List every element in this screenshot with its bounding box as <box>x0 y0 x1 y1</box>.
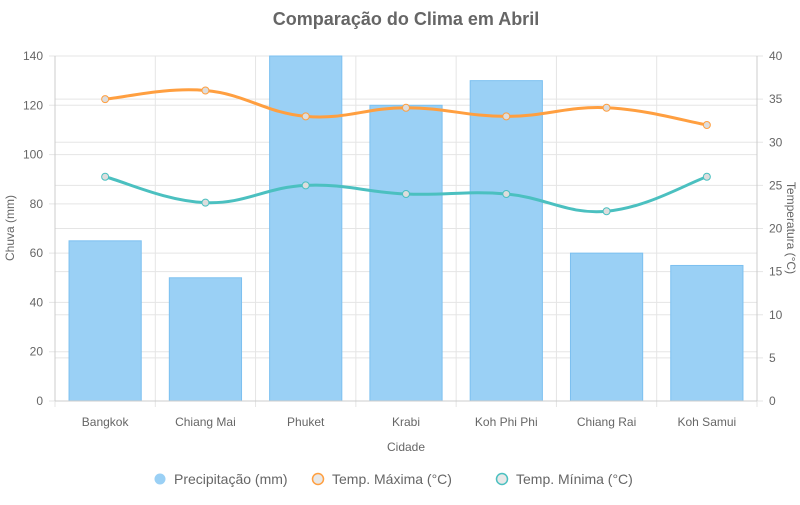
x-axis-title: Cidade <box>387 440 425 454</box>
y-right-tick-label: 5 <box>769 351 776 365</box>
bar-chiang-mai <box>168 277 243 402</box>
y-axis-left-title: Chuva (mm) <box>3 195 17 261</box>
axes: 0 20 40 60 80 100 120 140 0 5 10 15 20 25 30 35 40 Bangko… <box>23 49 783 429</box>
point-1-koh-phi-phi <box>502 112 511 121</box>
x-tick-label: Koh Phi Phi <box>475 415 538 429</box>
y-right-tick-label: 30 <box>769 135 783 149</box>
y-left-tick-label: 0 <box>36 394 43 408</box>
point-1-koh-samui <box>702 121 711 129</box>
y-left-tick-label: 120 <box>23 98 43 112</box>
legend: Precipitação (mm) Temp. Máxima (°C) Temp. … <box>154 471 633 487</box>
point-1-chiang-rai <box>602 103 611 112</box>
point-2-krabi <box>402 190 410 198</box>
bar-bangkok <box>68 240 142 402</box>
x-tick-label: Bangkok <box>82 415 130 429</box>
point-2-chiang-mai <box>201 198 210 207</box>
x-tick-label: Chiang Mai <box>175 415 236 429</box>
x-tick-label: Krabi <box>392 415 420 429</box>
bar-koh-phi-phi <box>469 80 543 402</box>
legend-label: Temp. Mínima (°C) <box>516 471 633 487</box>
legend-swatch <box>311 472 325 486</box>
y-left-tick-label: 100 <box>23 148 43 162</box>
lines <box>101 86 711 216</box>
chart-title: Comparação do Clima em Abril <box>273 9 539 29</box>
bar-phuket <box>269 55 343 402</box>
y-left-tick-label: 140 <box>23 49 43 63</box>
y-right-tick-label: 15 <box>769 265 783 279</box>
legend-item[interactable]: Temp. Mínima (°C) <box>495 471 633 487</box>
y-right-tick-label: 35 <box>769 92 783 106</box>
bar-krabi <box>369 104 443 402</box>
y-right-tick-label: 10 <box>769 308 783 322</box>
bar-koh-samui <box>670 264 744 402</box>
bar-chiang-rai <box>569 252 644 402</box>
point-2-chiang-rai <box>602 207 611 216</box>
point-1-phuket <box>301 112 310 121</box>
x-tick-label: Phuket <box>287 415 325 429</box>
legend-label: Temp. Máxima (°C) <box>332 471 452 487</box>
point-2-koh-samui <box>702 172 711 181</box>
point-2-phuket <box>301 181 310 190</box>
y-right-tick-label: 25 <box>769 178 783 192</box>
point-1-chiang-mai <box>201 86 210 95</box>
x-tick-label: Chiang Rai <box>577 415 636 429</box>
point-1-bangkok <box>101 95 110 104</box>
point-1-krabi <box>402 103 410 112</box>
bars <box>68 55 744 402</box>
legend-swatch <box>495 472 509 486</box>
y-left-tick-label: 80 <box>30 197 44 211</box>
legend-label: Precipitação (mm) <box>174 471 288 487</box>
y-left-tick-label: 60 <box>30 246 44 260</box>
point-2-koh-phi-phi <box>502 190 511 198</box>
y-axis-right-title: Temperatura (°C) <box>784 182 798 274</box>
y-right-tick-label: 20 <box>769 222 783 236</box>
legend-item[interactable]: Temp. Máxima (°C) <box>311 471 452 487</box>
legend-swatch <box>154 473 166 485</box>
x-tick-label: Koh Samui <box>678 415 737 429</box>
y-right-tick-label: 0 <box>769 394 776 408</box>
point-2-bangkok <box>101 172 110 181</box>
legend-item[interactable]: Precipitação (mm) <box>154 471 288 487</box>
y-right-tick-label: 40 <box>769 49 783 63</box>
y-left-tick-label: 40 <box>30 295 44 309</box>
y-left-tick-label: 20 <box>30 345 44 359</box>
